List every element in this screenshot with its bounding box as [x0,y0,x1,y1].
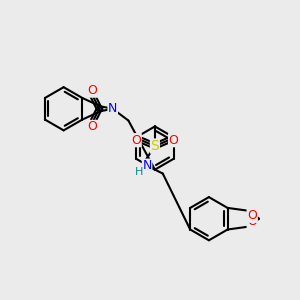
Text: O: O [88,120,98,134]
Text: S: S [151,139,159,153]
Text: H: H [135,167,143,177]
Text: O: O [88,84,98,97]
Text: O: O [169,134,178,147]
Text: N: N [142,159,152,172]
Text: O: O [247,209,257,222]
Text: O: O [131,134,141,147]
Text: O: O [247,215,257,228]
Text: N: N [108,102,117,115]
